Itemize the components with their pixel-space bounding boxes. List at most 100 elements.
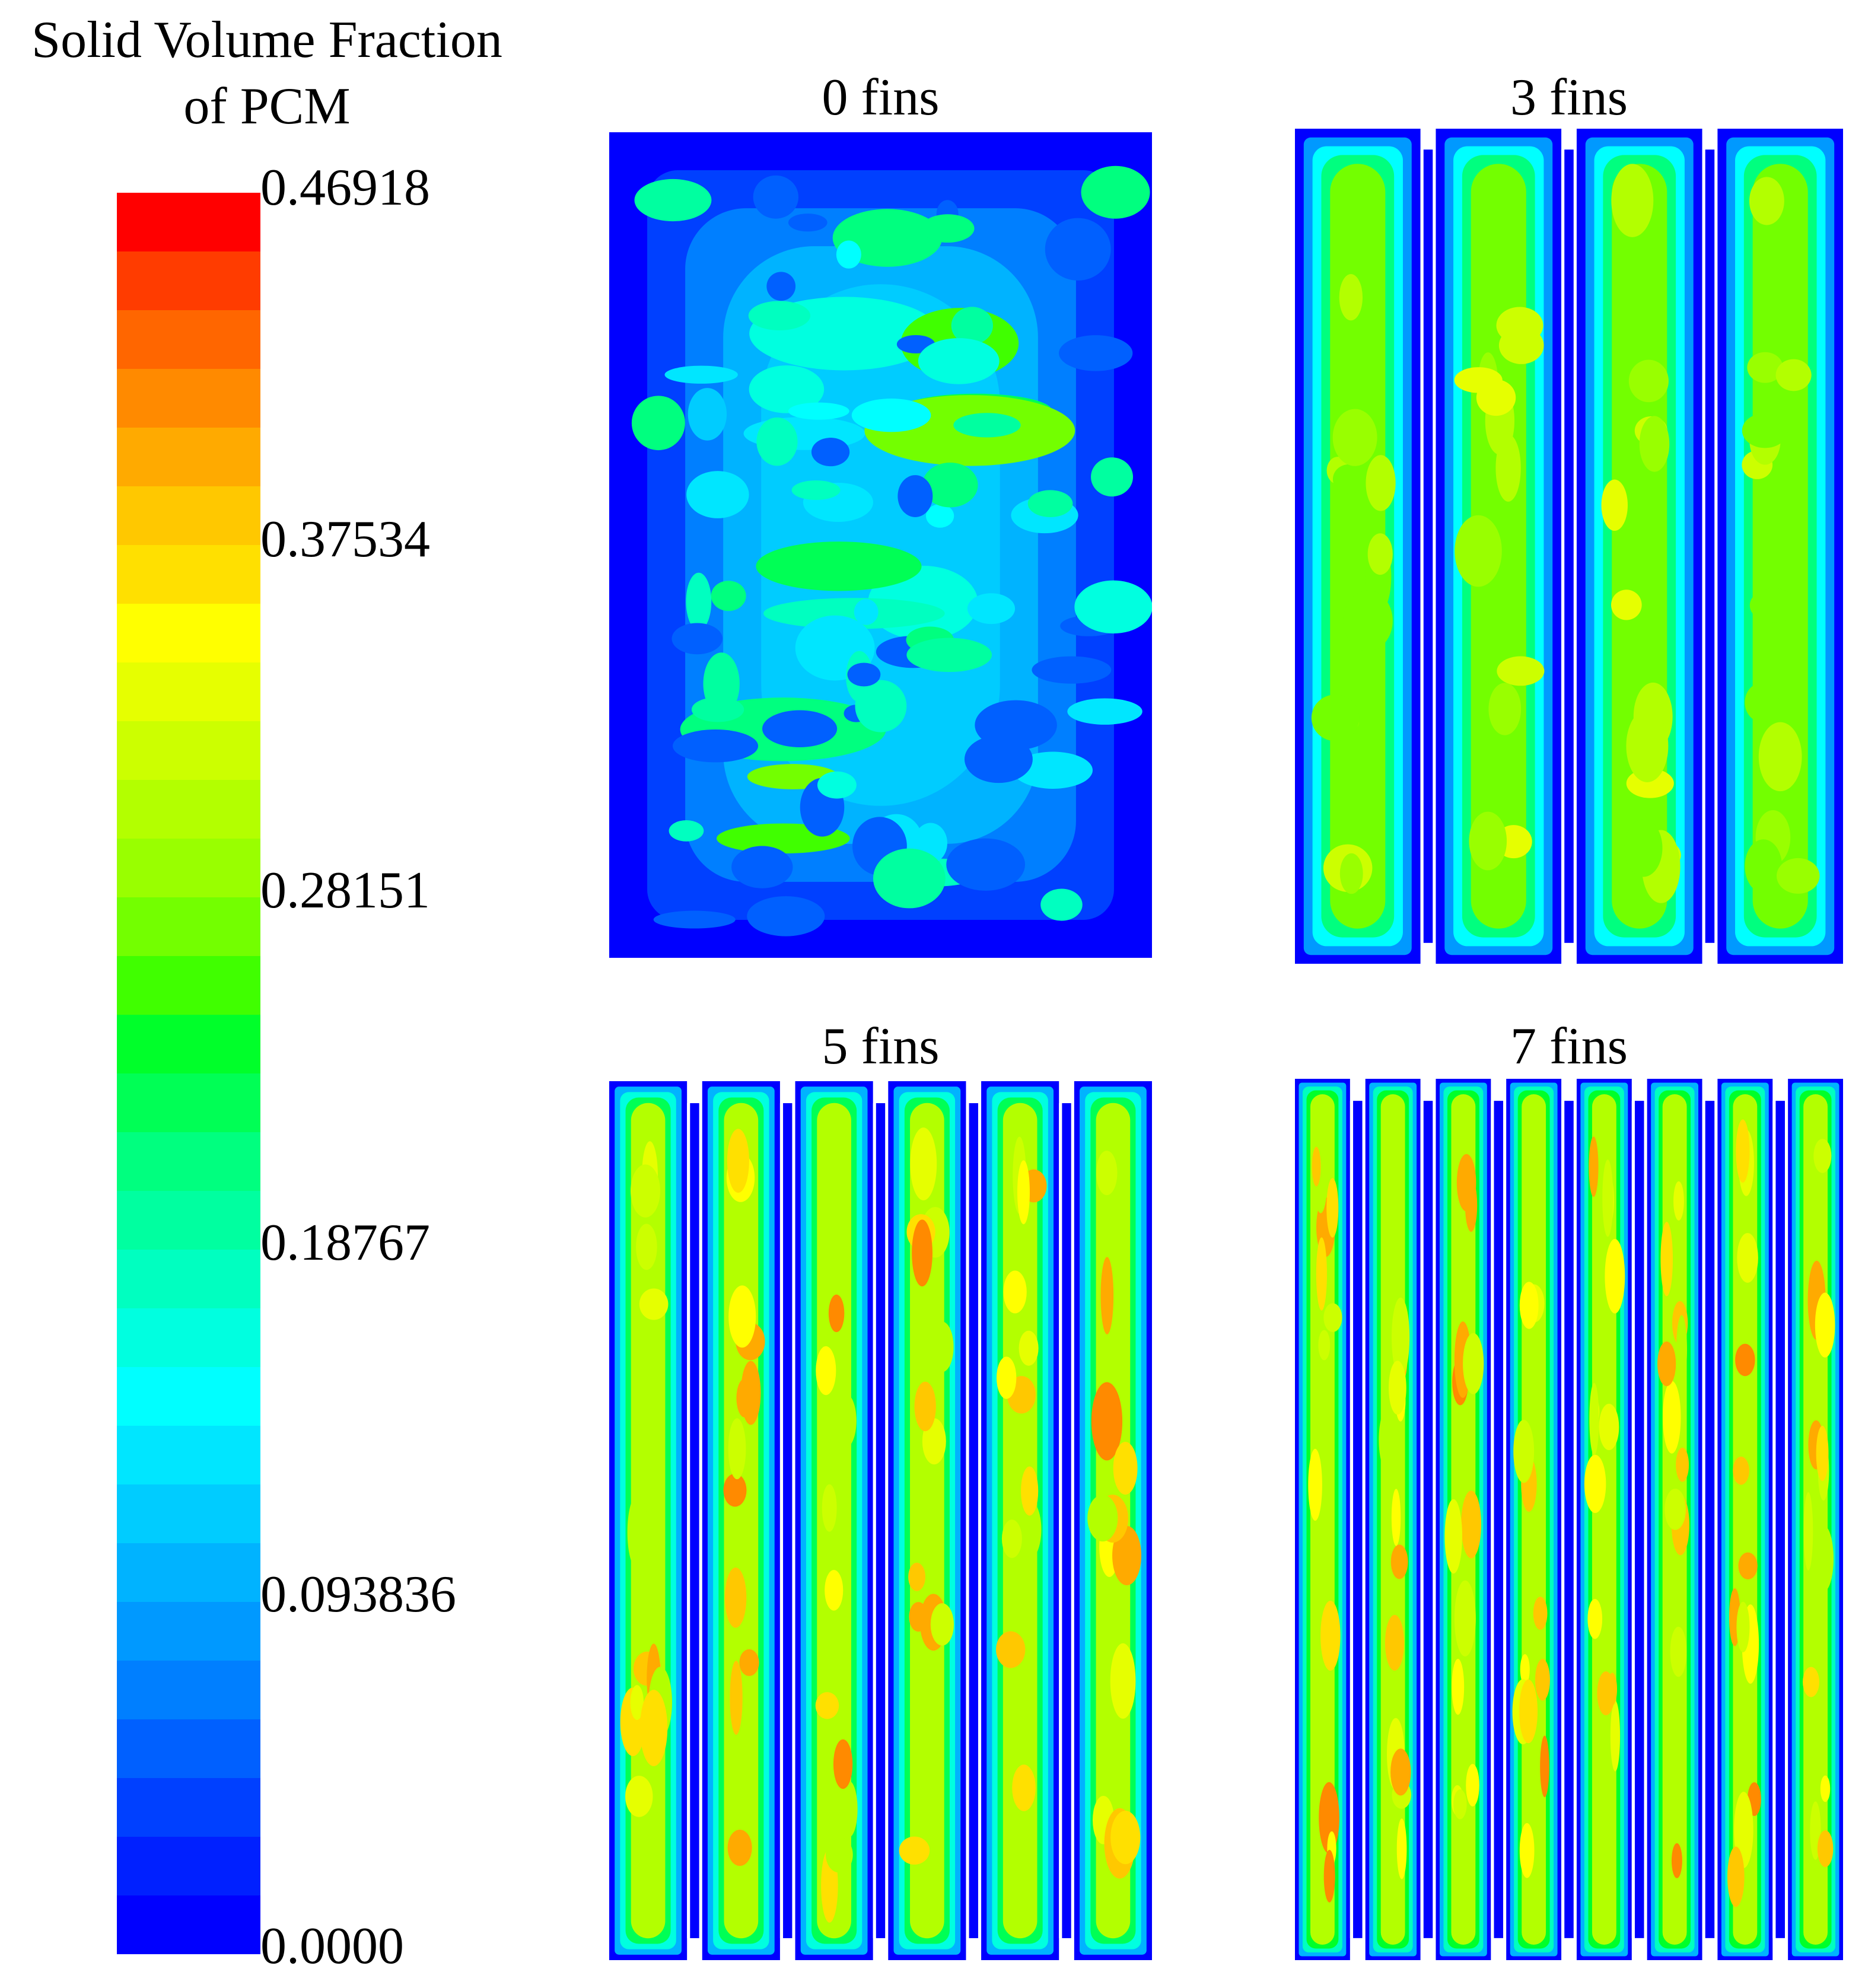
contour-spot <box>1816 1426 1829 1482</box>
contour-spot <box>835 1394 857 1448</box>
contour-spot <box>728 1285 756 1348</box>
contour-spot <box>899 1836 930 1865</box>
fin <box>1634 1101 1644 1938</box>
channel <box>1506 1079 1562 1960</box>
contour-spot <box>673 729 759 763</box>
contour-spot <box>854 598 879 625</box>
contour-spot <box>788 214 828 232</box>
colorbar-band <box>117 662 260 721</box>
contour-spot <box>1343 590 1393 651</box>
contour-spot <box>1749 588 1797 623</box>
colorbar-tick-label: 0.28151 <box>260 862 430 919</box>
contour-spot <box>1497 656 1545 686</box>
contour-spot <box>1466 1764 1479 1807</box>
contour-spot <box>748 301 811 331</box>
contour-spot <box>1745 683 1780 722</box>
contour-spot <box>627 1495 648 1570</box>
contour-spot <box>1513 1419 1535 1483</box>
contour-spot <box>1455 515 1502 587</box>
contour-spot <box>1611 590 1642 620</box>
contour-spot <box>749 365 825 413</box>
contour-spot <box>1813 1139 1832 1173</box>
contour-spot <box>634 179 712 222</box>
contour-spot <box>833 1739 853 1789</box>
contour-spot <box>851 399 931 432</box>
colorbar-band <box>117 1602 260 1661</box>
channel <box>702 1081 780 1960</box>
contour-spot <box>1469 811 1507 871</box>
contour-spot <box>1456 1154 1476 1212</box>
panel-5-fins: 5 fins <box>609 1017 1152 1960</box>
contour-spot <box>1067 698 1142 725</box>
fin <box>1564 1101 1574 1938</box>
contour-spot <box>1323 1850 1335 1903</box>
colorbar-band <box>117 1015 260 1073</box>
contour-spot <box>918 338 1000 384</box>
contour-spot <box>1332 409 1377 466</box>
fin <box>1705 1101 1715 1938</box>
contour-spot <box>914 1381 936 1432</box>
colorbar-band <box>117 1308 260 1367</box>
colorbar-band <box>117 1661 260 1719</box>
contour-spot <box>1589 1136 1599 1197</box>
channel <box>981 1081 1059 1960</box>
colorbar-band <box>117 1484 260 1543</box>
contour-spot <box>728 1418 746 1480</box>
colorbar-tick-label: 0.37534 <box>260 511 430 568</box>
contour-spot <box>1815 1292 1835 1358</box>
contour-spot <box>723 1473 747 1507</box>
contour-spot <box>1628 359 1669 403</box>
contour-spot <box>811 438 850 467</box>
contour-spot <box>1749 177 1784 225</box>
contour-spot <box>1027 490 1073 518</box>
panel-3-fins: 3 fins <box>1295 68 1843 964</box>
colorbar-band <box>117 839 260 897</box>
contour-spot <box>1602 1159 1613 1237</box>
panel-title: 3 fins <box>1510 69 1628 126</box>
contour-spot <box>730 1661 743 1735</box>
contour-spot <box>826 1837 853 1873</box>
contour-spot <box>1736 1119 1750 1183</box>
contour-spot <box>967 593 1016 625</box>
colorbar-band <box>117 545 260 604</box>
contour-spot <box>898 475 933 517</box>
contour-spot <box>653 910 736 929</box>
contour-spot <box>1676 1315 1687 1384</box>
contour-spot <box>1110 1811 1141 1865</box>
contour-spot <box>1673 1181 1684 1221</box>
contour-spot <box>664 365 738 384</box>
contour-spot <box>1747 352 1783 383</box>
contour-spot <box>1444 1499 1462 1574</box>
contour-spot <box>930 1603 954 1646</box>
contour-spot <box>1013 751 1093 789</box>
contour-field <box>609 132 1152 958</box>
contour-spot <box>1001 1519 1022 1558</box>
channel <box>1576 1079 1632 1960</box>
contour-spot <box>840 1780 858 1837</box>
contour-spot <box>1312 1146 1321 1187</box>
colorbar-band <box>117 486 260 545</box>
contour-band <box>724 1103 759 1939</box>
contour-spot <box>669 820 704 842</box>
panel-0-fins: 0 fins <box>609 68 1152 958</box>
fin <box>1423 149 1433 943</box>
contour-spot <box>1611 164 1654 237</box>
contour-spot <box>1366 455 1396 511</box>
contour-spot <box>756 417 798 466</box>
legend-title-line2: of PCM <box>183 78 351 135</box>
contour-spot <box>1488 683 1522 735</box>
contour-spot <box>1496 307 1543 344</box>
contour-spot <box>639 1288 669 1320</box>
channel <box>1576 129 1702 964</box>
contour-spot <box>1452 1658 1465 1715</box>
contour-spot <box>1599 1403 1619 1451</box>
contour-spot <box>1533 1597 1548 1630</box>
contour-spot <box>1589 1382 1599 1455</box>
contour-spot <box>909 1602 928 1632</box>
contour-spot <box>1584 1454 1606 1514</box>
contour-spot <box>825 1570 844 1611</box>
contour-spot <box>1733 1457 1749 1485</box>
contour-spot <box>1738 1552 1758 1580</box>
channel <box>1717 1079 1773 1960</box>
contour-spot <box>951 307 993 345</box>
